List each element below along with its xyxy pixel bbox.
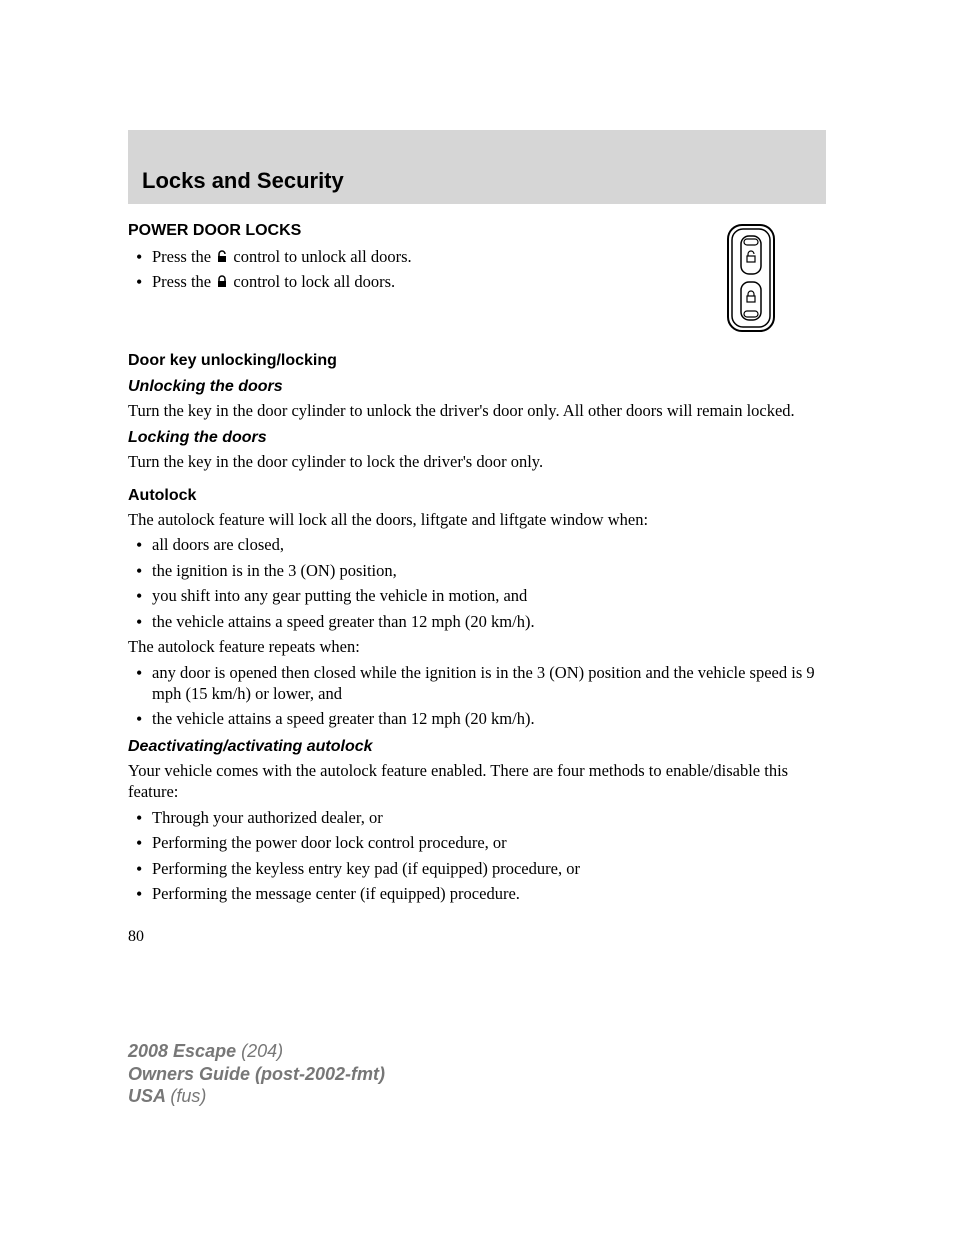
body-text: Turn the key in the door cylinder to unl… bbox=[128, 400, 826, 421]
footer: 2008 Escape (204) Owners Guide (post-200… bbox=[128, 1040, 385, 1108]
body-text: Turn the key in the door cylinder to loc… bbox=[128, 451, 826, 472]
autolock-list-1: all doors are closed, the ignition is in… bbox=[128, 534, 826, 632]
list-item: all doors are closed, bbox=[128, 534, 826, 555]
list-item: Performing the message center (if equipp… bbox=[128, 883, 826, 904]
page-number: 80 bbox=[128, 928, 826, 946]
unlock-icon bbox=[215, 248, 229, 262]
deactivating-heading: Deactivating/activating autolock bbox=[128, 738, 826, 756]
list-item: the vehicle attains a speed greater than… bbox=[128, 708, 826, 729]
power-door-locks-section: POWER DOOR LOCKS Press the control to un… bbox=[128, 222, 826, 332]
autolock-heading: Autolock bbox=[128, 487, 826, 505]
list-item: Performing the keyless entry key pad (if… bbox=[128, 858, 826, 879]
list-item: you shift into any gear putting the vehi… bbox=[128, 585, 826, 606]
pdl-list: Press the control to unlock all doors. P… bbox=[128, 246, 656, 293]
locking-heading: Locking the doors bbox=[128, 429, 826, 447]
autolock-list-2: any door is opened then closed while the… bbox=[128, 662, 826, 730]
body-text: Your vehicle comes with the autolock fea… bbox=[128, 760, 826, 803]
list-item: Performing the power door lock control p… bbox=[128, 832, 826, 853]
footer-line-2: Owners Guide (post-2002-fmt) bbox=[128, 1063, 385, 1086]
footer-line-3: USA (fus) bbox=[128, 1085, 385, 1108]
dkul-heading: Door key unlocking/locking bbox=[128, 352, 826, 370]
body-text: The autolock feature will lock all the d… bbox=[128, 509, 826, 530]
unlocking-heading: Unlocking the doors bbox=[128, 378, 826, 396]
list-item: Press the control to lock all doors. bbox=[128, 271, 656, 292]
list-item: the ignition is in the 3 (ON) position, bbox=[128, 560, 826, 581]
list-item: Press the control to unlock all doors. bbox=[128, 246, 656, 267]
section-title: Locks and Security bbox=[142, 168, 812, 194]
remote-illustration bbox=[676, 222, 826, 332]
door-switch-icon bbox=[727, 224, 775, 332]
page: Locks and Security POWER DOOR LOCKS Pres… bbox=[0, 0, 954, 946]
pdl-text-column: POWER DOOR LOCKS Press the control to un… bbox=[128, 222, 656, 332]
pdl-heading: POWER DOOR LOCKS bbox=[128, 222, 656, 240]
lock-icon bbox=[215, 273, 229, 287]
footer-line-1: 2008 Escape (204) bbox=[128, 1040, 385, 1063]
deact-list: Through your authorized dealer, or Perfo… bbox=[128, 807, 826, 905]
list-item: Through your authorized dealer, or bbox=[128, 807, 826, 828]
list-item: any door is opened then closed while the… bbox=[128, 662, 826, 705]
section-title-bar: Locks and Security bbox=[128, 130, 826, 204]
list-item: the vehicle attains a speed greater than… bbox=[128, 611, 826, 632]
body-text: The autolock feature repeats when: bbox=[128, 636, 826, 657]
